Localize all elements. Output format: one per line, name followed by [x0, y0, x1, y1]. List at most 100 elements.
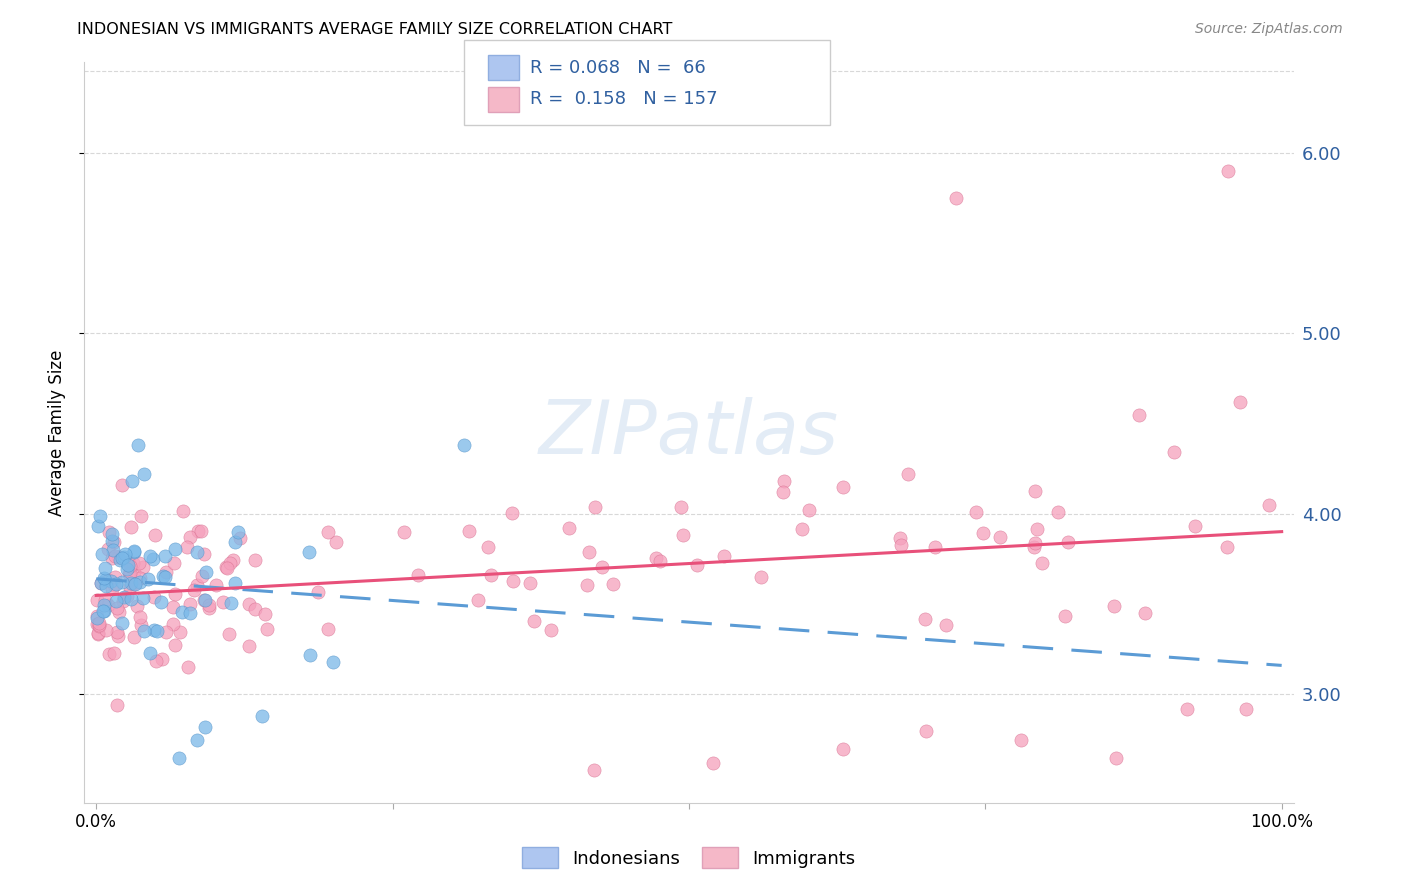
Point [965, 505, 987, 519]
Point [229, 532, 252, 546]
Point [935, 617, 957, 632]
Point [186, 578, 208, 592]
Point [177, 659, 200, 673]
Point [297, 545, 319, 559]
Point [238, 597, 260, 611]
Point [1218, 163, 1240, 178]
Point [104, 549, 127, 563]
Point [129, 618, 152, 632]
Point [124, 576, 146, 591]
Point [557, 521, 579, 535]
Point [197, 601, 219, 615]
Point [212, 595, 235, 609]
Point [112, 591, 135, 605]
Point [105, 624, 128, 639]
Point [139, 549, 162, 564]
Point [187, 524, 209, 538]
Point [1133, 606, 1156, 620]
Point [104, 570, 127, 584]
Point [1163, 445, 1185, 459]
Point [150, 594, 173, 608]
Point [104, 576, 127, 591]
Point [645, 551, 668, 566]
Point [915, 723, 938, 738]
Point [111, 616, 134, 631]
Point [193, 547, 215, 561]
Point [89, 508, 111, 523]
Point [120, 559, 142, 574]
Point [105, 698, 128, 713]
Point [97, 598, 120, 612]
Point [176, 541, 198, 555]
Point [453, 438, 475, 452]
Point [163, 541, 186, 556]
Point [772, 475, 794, 489]
Point [103, 578, 125, 592]
Point [111, 574, 134, 589]
Point [191, 568, 214, 582]
Point [1229, 395, 1251, 409]
Point [1031, 556, 1053, 570]
Point [122, 544, 145, 558]
Point [132, 591, 155, 605]
Point [121, 556, 143, 570]
Point [914, 612, 936, 626]
Point [98, 647, 121, 661]
Point [122, 565, 145, 579]
Point [128, 571, 150, 585]
Point [132, 560, 155, 574]
Point [540, 623, 562, 637]
Point [256, 622, 278, 636]
Point [1057, 534, 1080, 549]
Y-axis label: Average Family Size: Average Family Size [48, 350, 66, 516]
Point [107, 605, 129, 619]
Point [127, 438, 149, 452]
Point [519, 576, 541, 591]
Point [501, 506, 523, 520]
Point [128, 557, 150, 571]
Text: R = 0.068   N =  66: R = 0.068 N = 66 [530, 59, 706, 77]
Point [97, 574, 120, 588]
Point [591, 560, 613, 574]
Point [477, 540, 499, 554]
Point [1258, 498, 1281, 512]
Point [924, 540, 946, 554]
Point [322, 655, 344, 669]
Point [118, 566, 141, 581]
Point [129, 508, 152, 523]
Point [186, 545, 208, 559]
Point [101, 534, 124, 549]
Point [125, 599, 148, 613]
Point [179, 606, 201, 620]
Point [183, 583, 205, 598]
Point [194, 720, 217, 734]
Point [86, 616, 108, 631]
Text: R =  0.158   N = 157: R = 0.158 N = 157 [530, 90, 717, 108]
Point [120, 520, 142, 534]
Point [394, 525, 416, 540]
Point [101, 527, 124, 541]
Point [772, 485, 794, 500]
Point [1102, 599, 1125, 613]
Point [94, 623, 117, 637]
Point [467, 593, 489, 607]
Point [120, 575, 142, 590]
Point [93, 571, 115, 585]
Point [1184, 519, 1206, 533]
Point [669, 500, 692, 515]
Point [797, 502, 820, 516]
Point [713, 549, 735, 563]
Point [87, 519, 110, 533]
Point [1215, 541, 1237, 555]
Point [650, 554, 672, 568]
Point [94, 593, 117, 607]
Point [224, 534, 246, 549]
Point [122, 544, 145, 558]
Point [205, 578, 228, 592]
Point [307, 585, 329, 599]
Point [110, 553, 132, 567]
Point [120, 591, 142, 606]
Point [523, 614, 546, 628]
Point [1046, 505, 1069, 519]
Point [105, 600, 128, 615]
